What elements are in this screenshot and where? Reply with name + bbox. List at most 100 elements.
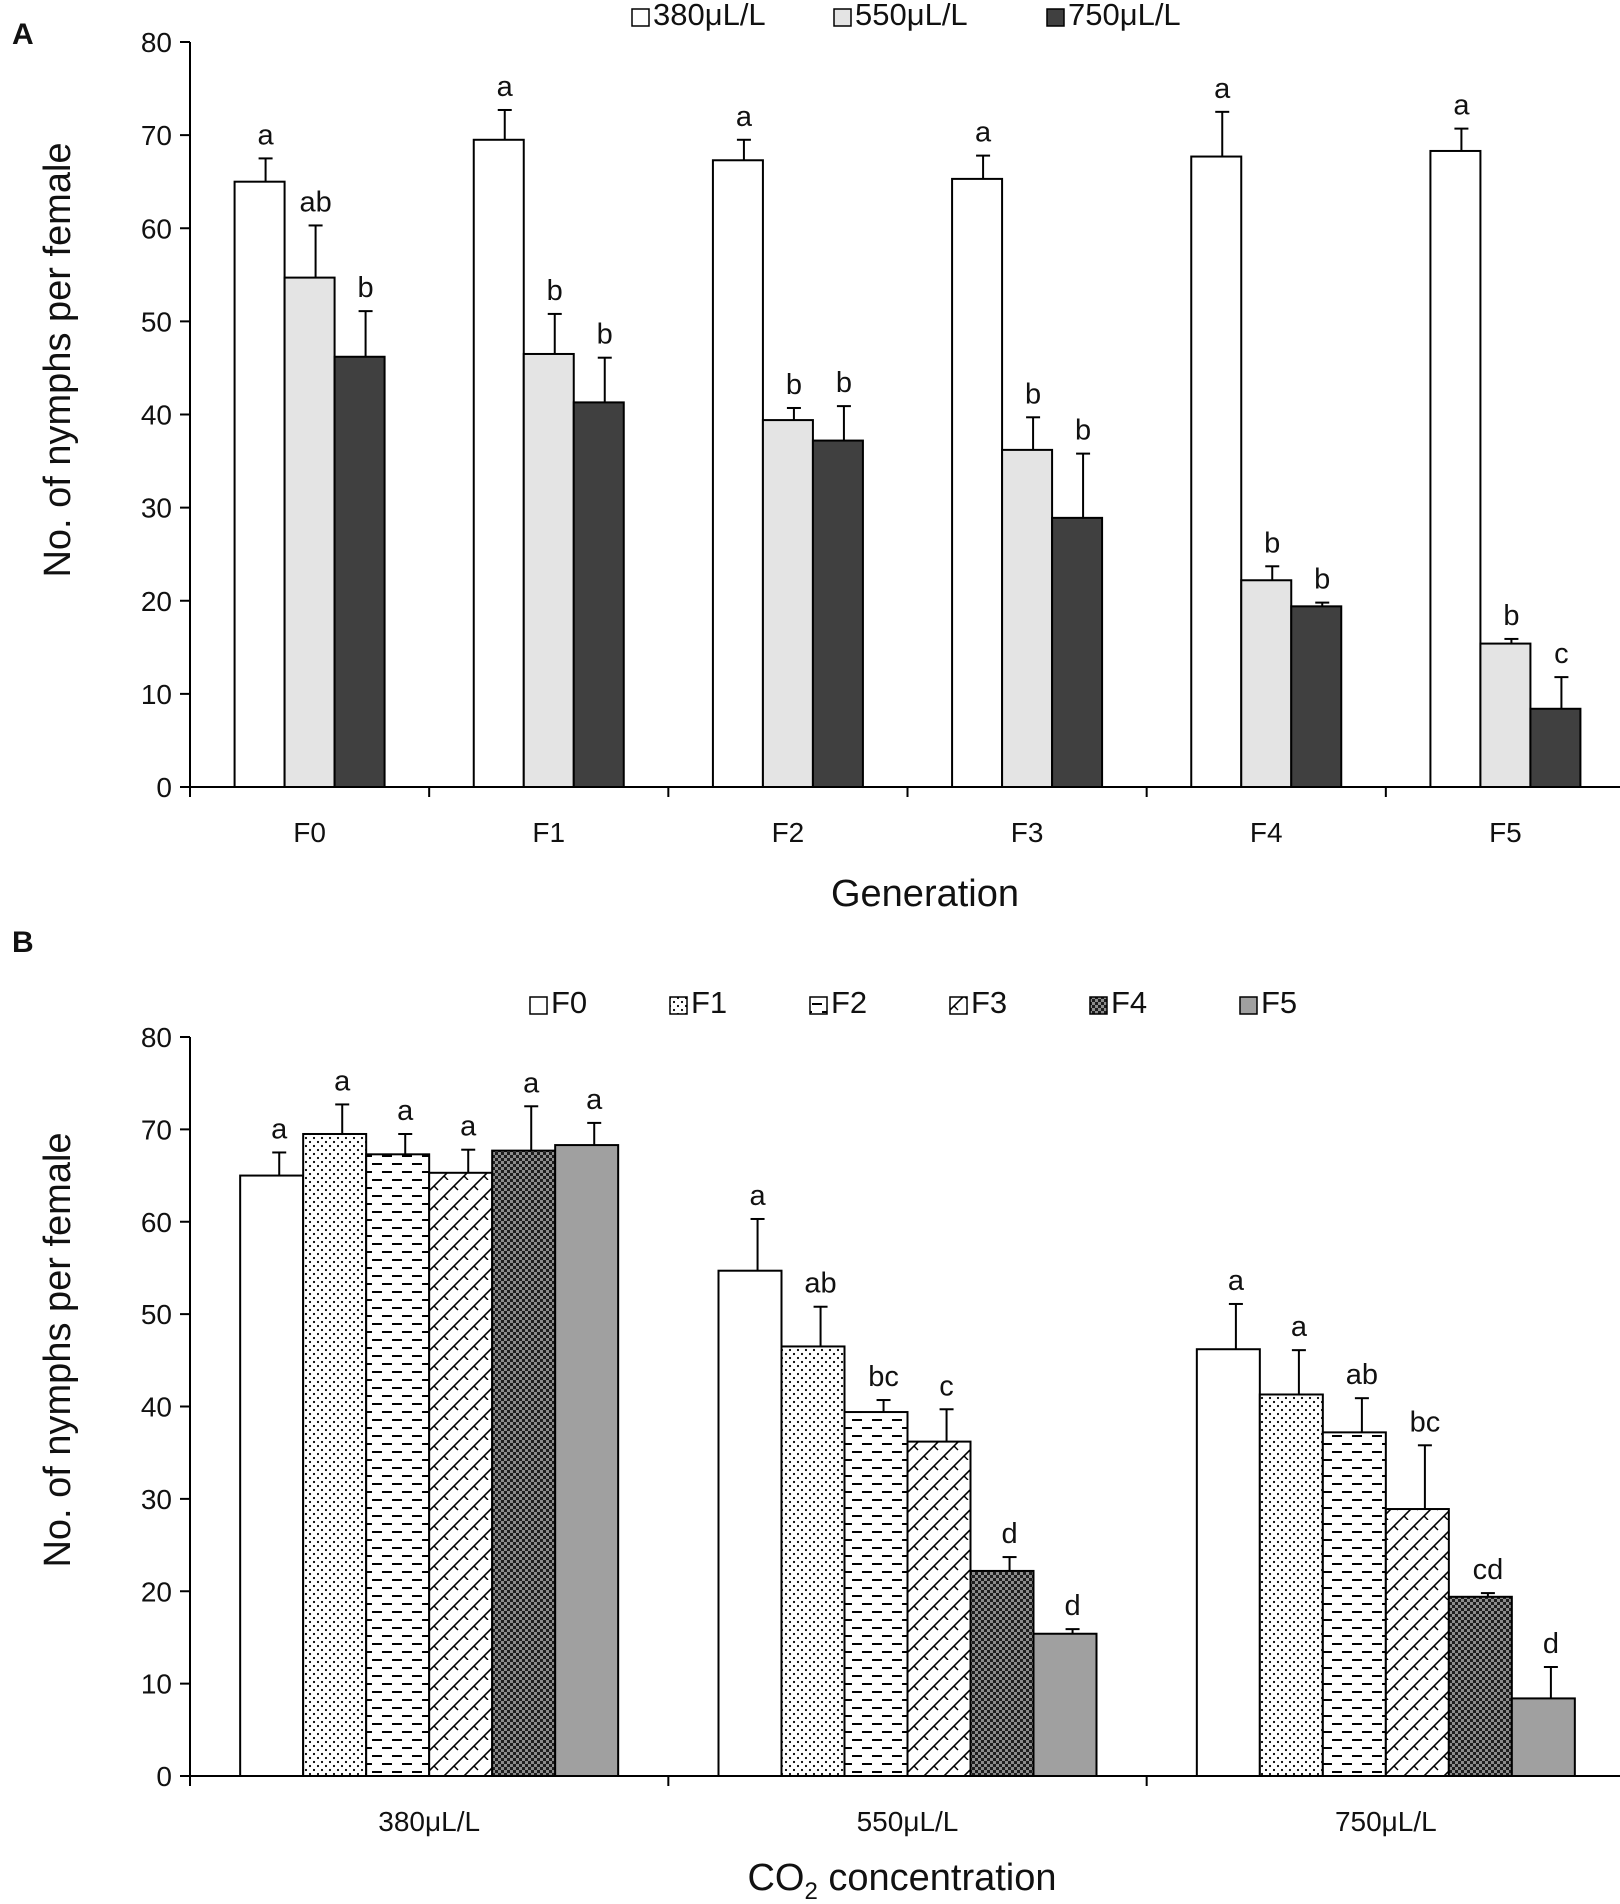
bar-F3-550LL [906, 1440, 972, 1778]
bar-F2-550LL [843, 1411, 909, 1777]
y-tick-label: 60 [141, 213, 172, 244]
bar-F4-750LL [1447, 1595, 1513, 1777]
bar-550LL-F5 [1479, 642, 1532, 789]
legend-swatch [631, 8, 650, 27]
bar-550LL-F3 [1001, 448, 1054, 788]
legend-label: F3 [971, 985, 1007, 1020]
bar-550LL-F1 [522, 352, 575, 788]
bar-750LL-F3 [1051, 516, 1104, 789]
significance-letter: d [1001, 1518, 1017, 1550]
legend-swatch [1089, 996, 1108, 1015]
panel-b-x-axis: 380μL/L 550μL/L 750μL/L [189, 1775, 1620, 1837]
bar-550LL-F2 [761, 419, 814, 788]
bar-F5-380LL [554, 1144, 620, 1777]
bar-F5-750LL [1510, 1697, 1576, 1778]
significance-letter: bc [1410, 1406, 1441, 1438]
bar-750LL-F4 [1290, 605, 1343, 789]
bar-F2-750LL [1321, 1431, 1387, 1777]
legend-swatch [1239, 996, 1258, 1015]
panel-a-y-axis-title: No. of nymphs per female [37, 142, 79, 577]
significance-letter: ab [299, 186, 331, 218]
x-tick-label: F1 [532, 817, 565, 848]
y-tick-label: 50 [141, 1299, 172, 1330]
significance-letter: a [1214, 73, 1231, 105]
y-tick-label: 70 [141, 1114, 172, 1145]
bar-750LL-F5 [1529, 707, 1582, 789]
x-tick-label: F3 [1011, 817, 1044, 848]
significance-letter: c [939, 1370, 954, 1402]
bar-F2-380LL [365, 1153, 431, 1778]
significance-letter: a [586, 1084, 603, 1116]
bar-380LL-F4 [1190, 155, 1243, 788]
x-tick-label: F5 [1489, 817, 1522, 848]
panel-b: B F0 F1 F2 F3 F4 F5 0 10 20 30 40 50 60 70 80 380μL/L… [12, 926, 1620, 1904]
legend-label: F2 [831, 985, 867, 1020]
panel-a-letter: A [12, 18, 34, 51]
x-tick-label: 750μL/L [1335, 1806, 1437, 1837]
legend-swatch [833, 8, 852, 27]
significance-letter: b [786, 369, 802, 401]
bar-550LL-F4 [1240, 579, 1293, 789]
y-tick-label: 40 [141, 1392, 172, 1423]
bar-380LL-F5 [1429, 149, 1482, 789]
x-tick-label: 380μL/L [378, 1806, 480, 1837]
y-tick-label: 0 [156, 1761, 172, 1792]
y-tick-label: 80 [141, 27, 172, 58]
x-tick-label: F0 [293, 817, 326, 848]
y-tick-label: 60 [141, 1207, 172, 1238]
legend-label: F0 [551, 985, 587, 1020]
panel-b-y-axis-title: No. of nymphs per female [37, 1132, 79, 1567]
significance-letter: a [271, 1113, 288, 1145]
panel-a-x-axis: F0 F1 F2 F3 F4 F5 [189, 786, 1620, 848]
legend-swatch [669, 996, 688, 1015]
legend-swatch [1046, 8, 1065, 27]
y-tick-label: 0 [156, 772, 172, 803]
significance-letter: a [258, 119, 275, 151]
bar-F4-550LL [969, 1569, 1035, 1777]
panel-b-legend: F0 F1 F2 F3 F4 F5 [529, 985, 1297, 1020]
bar-750LL-F2 [811, 439, 864, 788]
panel-b-letter: B [12, 926, 34, 959]
bar-F1-380LL [302, 1132, 368, 1777]
significance-letter: a [334, 1065, 351, 1097]
significance-letter: a [1453, 90, 1470, 122]
significance-letter: a [460, 1111, 477, 1143]
significance-letter: b [1314, 564, 1330, 596]
y-tick-label: 20 [141, 586, 172, 617]
bar-750LL-F0 [333, 355, 386, 788]
significance-letter: c [1554, 638, 1569, 670]
legend-swatch [529, 996, 548, 1015]
bar-750LL-F1 [572, 401, 625, 788]
legend-label: 750μL/L [1068, 0, 1181, 32]
y-tick-label: 30 [141, 493, 172, 524]
panel-a-x-axis-title: Generation [831, 873, 1019, 915]
significance-letter: a [975, 117, 992, 149]
significance-letter: a [397, 1095, 414, 1127]
legend-label: F1 [691, 985, 727, 1020]
significance-letter: a [749, 1180, 766, 1212]
panel-a: A 380μL/L 550μL/L 750μL/L 0 10 20 30 40 50 60 70 8… [12, 0, 1620, 915]
x-tick-label: F2 [772, 817, 805, 848]
bar-F4-380LL [491, 1149, 557, 1777]
bar-380LL-F2 [711, 159, 764, 789]
y-tick-label: 70 [141, 120, 172, 151]
bar-F0-550LL [717, 1269, 783, 1777]
significance-letter: b [1503, 600, 1519, 632]
bar-F3-750LL [1384, 1508, 1450, 1777]
bar-F0-380LL [239, 1174, 305, 1777]
significance-letter: b [597, 319, 613, 351]
significance-letter: a [523, 1067, 540, 1099]
bar-F1-750LL [1258, 1393, 1324, 1777]
bar-380LL-F0 [233, 180, 286, 788]
panel-b-y-axis: 0 10 20 30 40 50 60 70 80 [141, 1022, 191, 1792]
legend-label: 550μL/L [855, 0, 968, 32]
legend-label: 380μL/L [653, 0, 766, 32]
legend-swatch [809, 996, 828, 1015]
y-tick-label: 50 [141, 306, 172, 337]
y-tick-label: 10 [141, 1669, 172, 1700]
bar-F1-550LL [780, 1345, 846, 1778]
bar-F0-750LL [1195, 1348, 1261, 1778]
significance-letter: a [1291, 1311, 1308, 1343]
